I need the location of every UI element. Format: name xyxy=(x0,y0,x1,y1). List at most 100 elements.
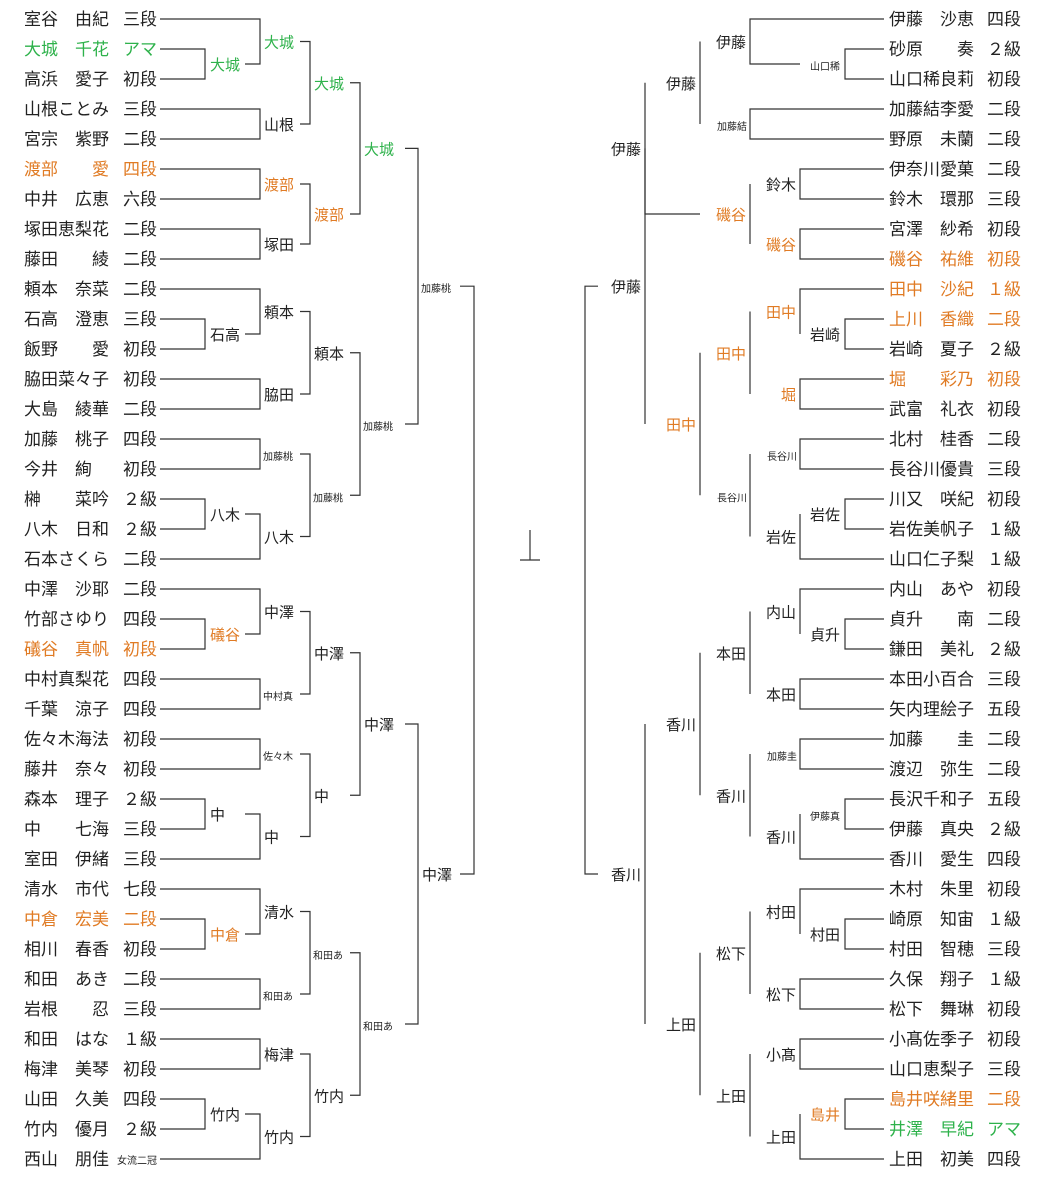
player-rank: 七段 xyxy=(123,880,157,900)
bracket-line xyxy=(160,18,261,65)
player-rank: 初段 xyxy=(987,490,1021,510)
player-name: 榊 菜吟 xyxy=(24,490,109,510)
bracket-line xyxy=(584,285,598,875)
bracket-line xyxy=(160,318,206,350)
player-name: 今井 絢 xyxy=(24,460,92,480)
player-rank: 四段 xyxy=(123,430,157,450)
bracket-line xyxy=(160,228,261,260)
player-name: 飯野 愛 xyxy=(24,340,109,360)
winner-label: 岩佐 xyxy=(810,506,840,524)
player-rank: 四段 xyxy=(987,1150,1021,1170)
bracket-line xyxy=(160,108,261,140)
player-rank: 二段 xyxy=(987,730,1021,750)
bracket-line xyxy=(844,48,884,80)
player-name: 岩根 忍 xyxy=(24,1000,109,1020)
player-rank: 初段 xyxy=(123,370,157,390)
winner-label: 磯谷 xyxy=(716,206,746,224)
player-name: 宮宗 紫野 xyxy=(24,130,109,150)
winner-label: 本田 xyxy=(716,645,746,663)
winner-labels: 大城大城山根大城渡部塚田渡部大城石高頼本脇田頼本加藤桃八木八木加藤桃加藤桃加藤桃… xyxy=(210,34,840,1147)
player-rank: 二段 xyxy=(123,220,157,240)
winner-label: 島井 xyxy=(810,1106,840,1124)
winner-label: 和田あ xyxy=(263,991,293,1003)
player-rank: 四段 xyxy=(987,10,1021,30)
player-name: 清水 市代 xyxy=(24,880,109,900)
player-rank: 二段 xyxy=(987,610,1021,630)
player-name: 中倉 宏美 xyxy=(24,910,109,930)
bracket-line xyxy=(160,738,261,770)
winner-label: 中 xyxy=(314,787,329,805)
player-rank: 初段 xyxy=(123,70,157,90)
bracket-line xyxy=(799,978,884,1010)
player-rank: 女流二冠 xyxy=(117,1154,157,1167)
player-rank: 二段 xyxy=(123,910,157,930)
player-rank: 初段 xyxy=(987,580,1021,600)
player-name: 香川 愛生 xyxy=(889,850,974,870)
winner-label: 貞升 xyxy=(810,626,840,644)
bracket-line xyxy=(160,1113,261,1160)
player-name: 加藤 桃子 xyxy=(24,430,109,450)
bracket-line xyxy=(300,610,311,695)
player-name: 伊藤 沙恵 xyxy=(889,10,974,30)
winner-label: 岩崎 xyxy=(810,326,840,344)
winner-label: 田中 xyxy=(666,416,696,434)
player-name: 伊奈川愛菓 xyxy=(889,160,974,180)
winner-label: 八木 xyxy=(264,529,294,547)
player-name: 野原 未蘭 xyxy=(889,130,974,150)
player-rank: ２級 xyxy=(987,820,1021,840)
winner-label: 加藤桃 xyxy=(421,282,451,295)
bracket-line xyxy=(644,82,700,215)
player-rank: 初段 xyxy=(987,400,1021,420)
final-mark xyxy=(520,530,540,561)
player-rank: 初段 xyxy=(987,250,1021,270)
player-name: 石本さくら xyxy=(24,550,109,570)
player-name: 加藤 圭 xyxy=(889,730,974,750)
winner-label: 鈴木 xyxy=(766,176,796,194)
player-rank: 初段 xyxy=(987,880,1021,900)
player-rank: 四段 xyxy=(123,670,157,690)
player-name: 久保 翔子 xyxy=(889,970,974,990)
player-name: 中井 広恵 xyxy=(24,190,109,210)
player-rank: 初段 xyxy=(123,730,157,750)
winner-label: 本田 xyxy=(766,686,796,704)
player-name: 大城 千花 xyxy=(24,40,109,60)
bracket-line xyxy=(799,678,884,710)
player-name: 長沢千和子 xyxy=(889,790,974,810)
player-rank: 二段 xyxy=(123,130,157,150)
winner-label: 小髙 xyxy=(766,1046,796,1064)
bracket-line xyxy=(160,618,206,650)
winner-label: 大城 xyxy=(264,34,294,52)
bracket-line xyxy=(300,183,311,245)
winner-label: 松下 xyxy=(766,986,796,1004)
player-rank: 四段 xyxy=(987,850,1021,870)
bracket-line xyxy=(460,285,475,875)
player-name: 小髙佐季子 xyxy=(889,1030,974,1050)
player-rank: ２級 xyxy=(987,340,1021,360)
winner-label: 上田 xyxy=(666,1016,696,1034)
bracket-line xyxy=(799,288,884,334)
winner-label: 中澤 xyxy=(364,716,394,734)
winner-label: 和田あ xyxy=(313,950,343,962)
player-rank: 二段 xyxy=(987,1090,1021,1110)
player-name: 高浜 愛子 xyxy=(24,70,109,90)
winner-label: 中倉 xyxy=(210,926,240,944)
player-rank: 初段 xyxy=(123,940,157,960)
bracket-line xyxy=(799,738,884,770)
player-name: 山根ことみ xyxy=(24,100,109,120)
player-name: 藤田 綾 xyxy=(24,250,109,270)
player-name: 伊藤 真央 xyxy=(889,820,974,840)
player-name: 岩佐美帆子 xyxy=(889,520,974,540)
winner-label: 香川 xyxy=(611,866,641,884)
bracket-line xyxy=(749,108,884,140)
winner-label: 伊藤 xyxy=(611,140,641,158)
player-rank: 初段 xyxy=(123,1060,157,1080)
winner-label: 礒谷 xyxy=(210,626,240,644)
bracket-line xyxy=(160,513,261,560)
winner-label: 田中 xyxy=(766,304,796,322)
bracket-line xyxy=(160,813,261,860)
player-rank: 三段 xyxy=(987,670,1021,690)
player-rank: 四段 xyxy=(123,160,157,180)
winner-label: 大城 xyxy=(314,75,344,93)
winner-label: 塚田 xyxy=(264,236,294,254)
